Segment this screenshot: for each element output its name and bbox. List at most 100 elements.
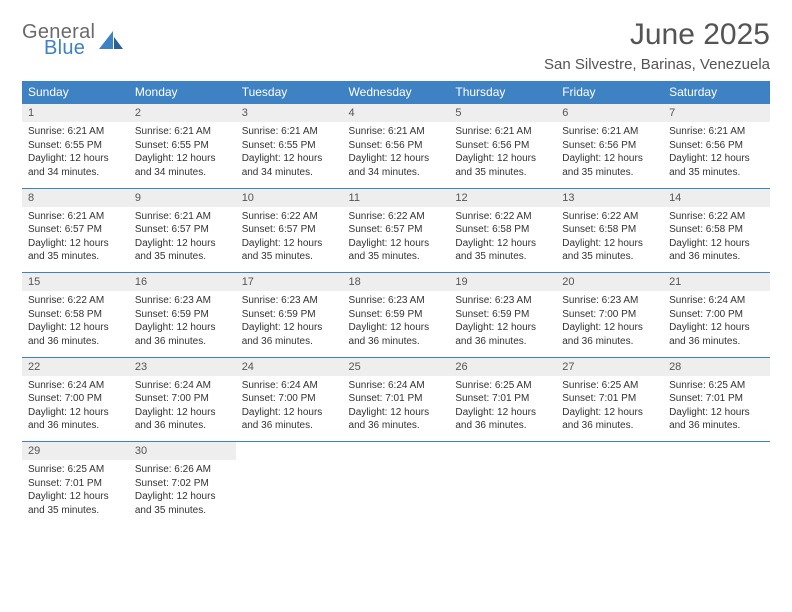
sunset-line: Sunset: 7:00 PM [562, 308, 657, 322]
sunrise-line: Sunrise: 6:21 AM [562, 125, 657, 139]
day-data-cell: Sunrise: 6:23 AMSunset: 6:59 PMDaylight:… [129, 291, 236, 357]
day-data-cell: Sunrise: 6:25 AMSunset: 7:01 PMDaylight:… [663, 376, 770, 442]
sunrise-line: Sunrise: 6:22 AM [455, 210, 550, 224]
day-number-cell: 14 [663, 188, 770, 207]
day-data-cell: Sunrise: 6:22 AMSunset: 6:57 PMDaylight:… [236, 207, 343, 273]
day-data-cell: Sunrise: 6:24 AMSunset: 7:01 PMDaylight:… [343, 376, 450, 442]
day-number-cell: 19 [449, 273, 556, 292]
daylight-line: Daylight: 12 hours and 36 minutes. [135, 321, 230, 348]
sunrise-line: Sunrise: 6:22 AM [349, 210, 444, 224]
day-data-cell: Sunrise: 6:24 AMSunset: 7:00 PMDaylight:… [236, 376, 343, 442]
day-data-cell: Sunrise: 6:23 AMSunset: 6:59 PMDaylight:… [449, 291, 556, 357]
sunrise-line: Sunrise: 6:24 AM [242, 379, 337, 393]
weekday-header: Monday [129, 81, 236, 104]
daylight-line: Daylight: 12 hours and 36 minutes. [455, 321, 550, 348]
daylight-line: Daylight: 12 hours and 34 minutes. [242, 152, 337, 179]
sunset-line: Sunset: 6:59 PM [242, 308, 337, 322]
weekday-header: Sunday [22, 81, 129, 104]
daylight-line: Daylight: 12 hours and 36 minutes. [562, 321, 657, 348]
day-data-cell: Sunrise: 6:23 AMSunset: 6:59 PMDaylight:… [343, 291, 450, 357]
day-data-cell: Sunrise: 6:22 AMSunset: 6:58 PMDaylight:… [449, 207, 556, 273]
day-data-row: Sunrise: 6:22 AMSunset: 6:58 PM Daylight:… [22, 291, 770, 357]
sunrise-line: Sunrise: 6:25 AM [28, 463, 123, 477]
day-data-cell [663, 460, 770, 526]
daylight-line: Daylight: 12 hours and 35 minutes. [28, 490, 123, 517]
sunset-line: Sunset: 6:58 PM [562, 223, 657, 237]
day-number-cell: 21 [663, 273, 770, 292]
day-data-cell: Sunrise: 6:24 AMSunset: 7:00 PMDaylight:… [22, 376, 129, 442]
weekday-header: Friday [556, 81, 663, 104]
sunrise-line: Sunrise: 6:21 AM [28, 210, 123, 224]
sunrise-line: Sunrise: 6:25 AM [562, 379, 657, 393]
sunset-line: Sunset: 6:59 PM [455, 308, 550, 322]
sunset-line: Sunset: 6:55 PM [28, 139, 123, 153]
day-data-cell: Sunrise: 6:21 AMSunset: 6:55 PMDaylight:… [22, 122, 129, 188]
sunset-line: Sunset: 6:57 PM [28, 223, 123, 237]
daylight-line: Daylight: 12 hours and 35 minutes. [562, 152, 657, 179]
day-data-cell [449, 460, 556, 526]
day-data-cell: Sunrise: 6:22 AMSunset: 6:58 PMDaylight:… [556, 207, 663, 273]
day-data-row: Sunrise: 6:21 AMSunset: 6:57 PMDaylight:… [22, 207, 770, 273]
sunrise-line: Sunrise: 6:25 AM [669, 379, 764, 393]
sunrise-line: Sunrise: 6:21 AM [242, 125, 337, 139]
day-data-cell: Sunrise: 6:21 AMSunset: 6:56 PMDaylight:… [449, 122, 556, 188]
sunrise-line: Sunrise: 6:22 AM [242, 210, 337, 224]
day-number-cell: 27 [556, 357, 663, 376]
daylight-line: Daylight: 12 hours and 36 minutes. [669, 406, 764, 433]
sunrise-line: Sunrise: 6:23 AM [349, 294, 444, 308]
sunset-line: Sunset: 6:59 PM [349, 308, 444, 322]
sunset-line: Sunset: 6:58 PM [28, 308, 123, 322]
daylight-line: Daylight: 12 hours and 35 minutes. [28, 237, 123, 264]
daylight-line: Daylight: 12 hours and 36 minutes. [349, 321, 444, 348]
day-number-row: 2930 [22, 442, 770, 461]
sunrise-line: Sunrise: 6:21 AM [28, 125, 123, 139]
day-number-row: 891011121314 [22, 188, 770, 207]
daylight-line: Daylight: 12 hours and 34 minutes. [28, 152, 123, 179]
day-number-cell: 2 [129, 104, 236, 123]
day-data-cell: Sunrise: 6:21 AMSunset: 6:56 PMDaylight:… [663, 122, 770, 188]
day-number-cell: 15 [22, 273, 129, 292]
day-data-row: Sunrise: 6:25 AMSunset: 7:01 PMDaylight:… [22, 460, 770, 526]
sunrise-line: Sunrise: 6:24 AM [28, 379, 123, 393]
day-data-cell: Sunrise: 6:25 AMSunset: 7:01 PMDaylight:… [556, 376, 663, 442]
day-data-cell: Sunrise: 6:21 AMSunset: 6:57 PMDaylight:… [129, 207, 236, 273]
day-number-row: 15161718192021 [22, 273, 770, 292]
weekday-header: Wednesday [343, 81, 450, 104]
sunset-line: Sunset: 7:01 PM [562, 392, 657, 406]
sunrise-line: Sunrise: 6:23 AM [562, 294, 657, 308]
day-data-cell: Sunrise: 6:23 AMSunset: 6:59 PMDaylight:… [236, 291, 343, 357]
day-number-cell [556, 442, 663, 461]
day-number-cell: 25 [343, 357, 450, 376]
sunrise-line: Sunrise: 6:23 AM [455, 294, 550, 308]
sunset-line: Sunset: 7:01 PM [349, 392, 444, 406]
day-number-cell [343, 442, 450, 461]
sunrise-line: Sunrise: 6:22 AM [28, 294, 123, 308]
daylight-line: Daylight: 12 hours and 36 minutes. [135, 406, 230, 433]
day-number-row: 1234567 [22, 104, 770, 123]
sunset-line: Sunset: 6:56 PM [562, 139, 657, 153]
day-number-cell [449, 442, 556, 461]
weekday-header: Tuesday [236, 81, 343, 104]
sunset-line: Sunset: 6:59 PM [135, 308, 230, 322]
sunset-line: Sunset: 6:56 PM [455, 139, 550, 153]
day-number-cell: 24 [236, 357, 343, 376]
day-number-cell: 23 [129, 357, 236, 376]
day-data-cell: Sunrise: 6:21 AMSunset: 6:57 PMDaylight:… [22, 207, 129, 273]
sunrise-line: Sunrise: 6:21 AM [455, 125, 550, 139]
day-data-cell: Sunrise: 6:22 AMSunset: 6:57 PMDaylight:… [343, 207, 450, 273]
sunset-line: Sunset: 6:57 PM [242, 223, 337, 237]
sunrise-line: Sunrise: 6:26 AM [135, 463, 230, 477]
day-data-cell: Sunrise: 6:21 AMSunset: 6:56 PMDaylight:… [556, 122, 663, 188]
day-data-cell: Sunrise: 6:22 AMSunset: 6:58 PMDaylight:… [663, 207, 770, 273]
day-data-cell: Sunrise: 6:26 AMSunset: 7:02 PMDaylight:… [129, 460, 236, 526]
sunrise-line: Sunrise: 6:21 AM [135, 210, 230, 224]
day-number-cell: 7 [663, 104, 770, 123]
day-data-cell [556, 460, 663, 526]
sunset-line: Sunset: 7:02 PM [135, 477, 230, 491]
sunrise-line: Sunrise: 6:21 AM [669, 125, 764, 139]
day-number-cell: 29 [22, 442, 129, 461]
sunrise-line: Sunrise: 6:25 AM [455, 379, 550, 393]
daylight-line: Daylight: 12 hours and 35 minutes. [349, 237, 444, 264]
sunrise-line: Sunrise: 6:24 AM [135, 379, 230, 393]
day-number-cell: 8 [22, 188, 129, 207]
